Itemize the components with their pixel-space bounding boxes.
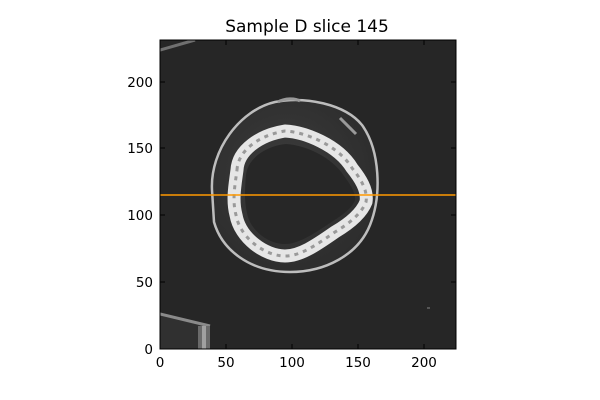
- fixture-post-highlight: [202, 326, 206, 349]
- fixture-bottom-left: [160, 314, 210, 349]
- y-tick-label-50: 50: [136, 275, 153, 291]
- speck: [427, 307, 430, 309]
- artifact-top-left: [160, 40, 196, 52]
- bone-cortex: [227, 124, 373, 263]
- x-tick-label-200: 200: [411, 355, 437, 371]
- x-tick-label-50: 50: [217, 355, 234, 371]
- y-tick-label-100: 100: [127, 208, 153, 224]
- x-axis: 0 50 100 150 200: [156, 40, 437, 371]
- ct-image: [160, 40, 430, 349]
- y-axis: 0 50 100 150 200: [127, 75, 456, 358]
- y-tick-label-0: 0: [144, 342, 153, 358]
- fixture-edge: [160, 312, 211, 328]
- x-tick-label-150: 150: [345, 355, 371, 371]
- axes-frame: [159, 39, 457, 350]
- image-axes: 0 50 100 150 200 0 50 100: [127, 39, 457, 371]
- x-tick-label-0: 0: [156, 355, 165, 371]
- marrow-cavity: [245, 144, 356, 244]
- tissue-top-notch: [277, 97, 301, 104]
- x-tick-label-100: 100: [279, 355, 305, 371]
- y-tick-label-150: 150: [127, 141, 153, 157]
- plot-title: Sample D slice 145: [225, 17, 389, 37]
- tissue-right-notch: [338, 116, 358, 136]
- y-tick-label-200: 200: [127, 75, 153, 91]
